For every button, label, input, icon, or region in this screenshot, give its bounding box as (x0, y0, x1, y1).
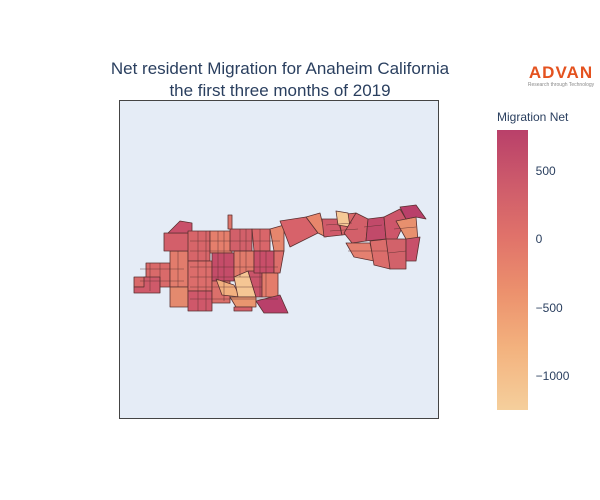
map-region[interactable] (167, 220, 193, 234)
colorbar-tick-text: −500 (529, 300, 563, 315)
map-title-line2: the first three months of 2019 (169, 81, 391, 100)
map-region[interactable] (385, 238, 407, 270)
map-region[interactable] (229, 228, 253, 252)
logo-wordmark: ADVAN (528, 63, 594, 82)
colorbar-gradient (497, 130, 528, 410)
colorbar-tick-text: 0 (529, 232, 543, 247)
map-region[interactable] (273, 250, 285, 274)
colorbar-tick-label: 0 (529, 232, 569, 253)
map-region[interactable] (187, 230, 211, 262)
colorbar-tick-label: 500 (529, 164, 569, 185)
map-title-line1: Net resident Migration for Anaheim Calif… (110, 59, 450, 78)
logo-tagline: Research through Technology (527, 82, 595, 88)
map-region[interactable] (169, 286, 189, 308)
colorbar-tick-text: −1000 (529, 368, 570, 383)
map-region[interactable] (255, 294, 289, 314)
choropleth-map[interactable] (119, 100, 439, 419)
map-title: Net resident Migration for Anaheim Calif… (60, 58, 500, 102)
colorbar-title: Migration Net (497, 110, 569, 124)
map-region[interactable] (335, 210, 351, 228)
map-region[interactable] (269, 224, 285, 252)
colorbar-tick-label: −1000 (529, 369, 570, 390)
map-region[interactable] (365, 216, 387, 242)
colorbar-tick-label: −500 (529, 301, 569, 322)
map-region[interactable] (253, 250, 275, 274)
advan-logo: ADVAN Research through Technology (526, 64, 596, 89)
map-region[interactable] (251, 228, 271, 252)
map-region[interactable] (261, 272, 279, 298)
map-region[interactable] (399, 204, 427, 220)
map-region[interactable] (233, 306, 253, 312)
map-region[interactable] (229, 296, 257, 308)
map-region[interactable] (227, 214, 233, 230)
map-canvas[interactable] (120, 101, 439, 419)
map-region[interactable] (187, 260, 213, 292)
colorbar-tick-text: 500 (529, 163, 556, 178)
map-region[interactable] (209, 230, 233, 254)
map-region[interactable] (163, 232, 191, 252)
map-region[interactable] (279, 216, 319, 248)
map-region[interactable] (405, 236, 421, 262)
map-region[interactable] (187, 290, 213, 312)
map-region[interactable] (345, 242, 375, 262)
